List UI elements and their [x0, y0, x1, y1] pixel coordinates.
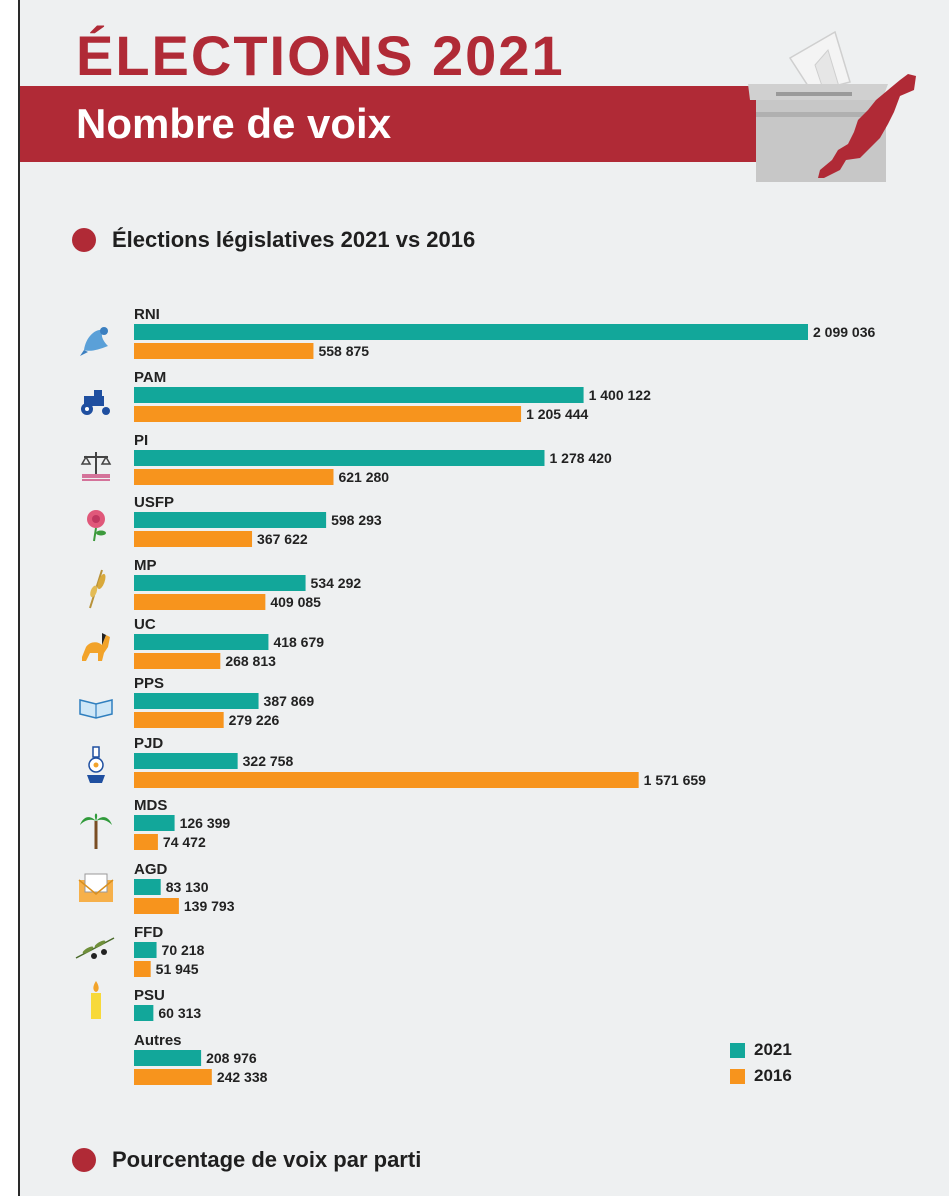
- bar-autres-2021: [134, 1050, 202, 1066]
- wheat-icon: [89, 569, 106, 609]
- bar-pi-2021: [134, 450, 545, 466]
- value-label-usfp-2016: 367 622: [257, 531, 308, 547]
- category-label-ffd: FFD: [134, 924, 163, 941]
- bar-pjd-2016: [134, 772, 639, 788]
- subtitle-banner: [20, 86, 756, 162]
- value-label-mds-2021: 126 399: [180, 815, 231, 831]
- bar-ffd-2016: [134, 961, 151, 977]
- value-label-pam-2016: 1 205 444: [526, 406, 588, 422]
- tractor-icon: [81, 390, 110, 415]
- value-label-autres-2016: 242 338: [217, 1069, 268, 1085]
- dove-icon: [80, 327, 108, 356]
- bar-usfp-2016: [134, 531, 253, 547]
- value-label-pps-2021: 387 869: [264, 693, 315, 709]
- category-label-pjd: PJD: [134, 735, 163, 752]
- bar-pam-2021: [134, 387, 584, 403]
- bar-usfp-2021: [134, 512, 327, 528]
- bar-pam-2016: [134, 406, 522, 422]
- category-label-usfp: USFP: [134, 494, 174, 511]
- value-label-agd-2021: 83 130: [166, 879, 209, 895]
- category-label-rni: RNI: [134, 306, 160, 323]
- main-title: ÉLECTIONS 2021: [76, 24, 565, 87]
- rose-icon: [87, 510, 106, 542]
- value-label-rni-2021: 2 099 036: [813, 324, 875, 340]
- bar-ffd-2021: [134, 942, 157, 958]
- olive-branch-icon: [75, 937, 115, 959]
- legend-swatch-2021: [730, 1043, 745, 1058]
- morocco-map-icon: [818, 74, 916, 178]
- legend-label-2016: 2016: [754, 1066, 792, 1085]
- category-label-autres: Autres: [134, 1032, 182, 1049]
- value-label-ffd-2016: 51 945: [156, 961, 199, 977]
- bar-psu-2021: [134, 1005, 154, 1021]
- bar-pi-2016: [134, 469, 334, 485]
- bar-mp-2016: [134, 594, 266, 610]
- value-label-pjd-2021: 322 758: [243, 753, 294, 769]
- subtitle: Nombre de voix: [76, 100, 392, 147]
- value-label-usfp-2021: 598 293: [331, 512, 382, 528]
- value-label-rni-2016: 558 875: [318, 343, 369, 359]
- value-label-uc-2016: 268 813: [225, 653, 276, 669]
- palm-tree-icon: [80, 813, 112, 849]
- section-title: Élections législatives 2021 vs 2016: [112, 227, 476, 252]
- category-label-mds: MDS: [134, 797, 167, 814]
- value-label-ffd-2021: 70 218: [162, 942, 205, 958]
- category-label-psu: PSU: [134, 987, 165, 1004]
- value-label-pam-2021: 1 400 122: [589, 387, 651, 403]
- lamp-icon: [87, 746, 105, 783]
- value-label-pps-2016: 279 226: [229, 712, 280, 728]
- bar-mp-2021: [134, 575, 306, 591]
- bar-uc-2016: [134, 653, 221, 669]
- value-label-mp-2021: 534 292: [311, 575, 362, 591]
- value-label-uc-2021: 418 679: [273, 634, 324, 650]
- section-bullet: [72, 1148, 96, 1172]
- section-title: Pourcentage de voix par parti: [112, 1147, 422, 1172]
- bar-rni-2021: [134, 324, 808, 340]
- bar-mds-2021: [134, 815, 175, 831]
- legend-label-2021: 2021: [754, 1040, 792, 1059]
- bar-autres-2016: [134, 1069, 212, 1085]
- section-bullet: [72, 228, 96, 252]
- category-label-pps: PPS: [134, 675, 164, 692]
- category-label-mp: MP: [134, 557, 157, 574]
- value-label-pi-2021: 1 278 420: [550, 450, 612, 466]
- bar-pps-2016: [134, 712, 224, 728]
- value-label-agd-2016: 139 793: [184, 898, 235, 914]
- value-label-autres-2021: 208 976: [206, 1050, 257, 1066]
- bar-rni-2016: [134, 343, 314, 359]
- bar-agd-2016: [134, 898, 179, 914]
- legend-swatch-2016: [730, 1069, 745, 1084]
- value-label-mds-2016: 74 472: [163, 834, 206, 850]
- horse-icon: [82, 633, 110, 661]
- value-label-mp-2016: 409 085: [270, 594, 321, 610]
- value-label-pjd-2016: 1 571 659: [644, 772, 706, 788]
- bar-agd-2021: [134, 879, 161, 895]
- category-label-pam: PAM: [134, 369, 166, 386]
- bar-uc-2021: [134, 634, 269, 650]
- scales-icon: [80, 452, 112, 481]
- candle-icon: [91, 981, 101, 1019]
- category-label-agd: AGD: [134, 861, 168, 878]
- category-label-pi: PI: [134, 432, 148, 449]
- bar-mds-2016: [134, 834, 158, 850]
- bar-pps-2021: [134, 693, 259, 709]
- value-label-psu-2021: 60 313: [158, 1005, 201, 1021]
- value-label-pi-2016: 621 280: [338, 469, 389, 485]
- envelope-icon: [78, 873, 114, 902]
- ballot-box-icon: [748, 30, 916, 182]
- bar-pjd-2021: [134, 753, 238, 769]
- category-label-uc: UC: [134, 616, 156, 633]
- book-icon: [79, 699, 113, 719]
